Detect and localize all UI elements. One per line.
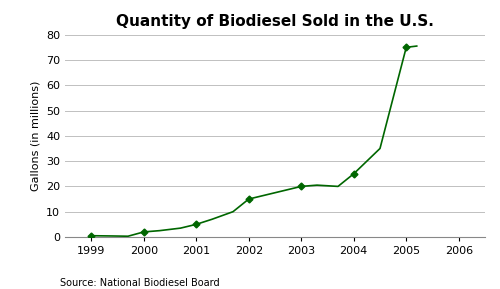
Text: Source: National Biodiesel Board: Source: National Biodiesel Board xyxy=(60,278,220,288)
Title: Quantity of Biodiesel Sold in the U.S.: Quantity of Biodiesel Sold in the U.S. xyxy=(116,14,434,29)
Y-axis label: Gallons (in millions): Gallons (in millions) xyxy=(30,81,40,191)
